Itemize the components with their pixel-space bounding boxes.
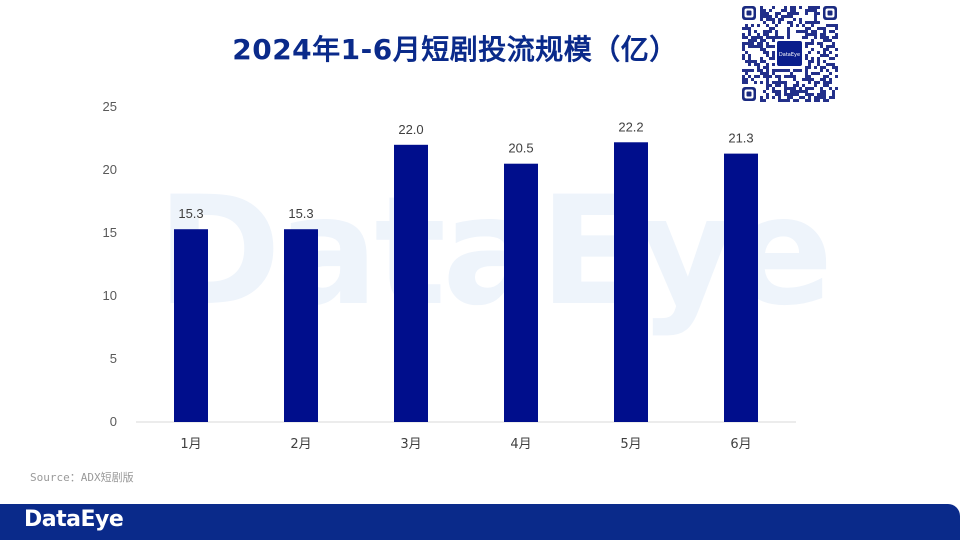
x-tick-label: 2月: [290, 437, 311, 452]
x-axis: 1月 2月 3月 4月 5月 6月: [180, 437, 751, 452]
bar-value-label: 21.3: [728, 131, 753, 146]
y-tick-label: 5: [110, 351, 117, 366]
bar: [724, 153, 758, 422]
y-tick-label: 25: [103, 99, 117, 114]
qr-logo-text: DataEye: [779, 52, 800, 58]
bar: [614, 142, 648, 422]
y-axis: 0 5 10 15 20 25: [103, 99, 117, 429]
bar: [504, 163, 538, 422]
bar-series: [174, 142, 758, 423]
bar: [284, 229, 318, 422]
bar-value-label: 20.5: [508, 141, 533, 156]
bar: [174, 229, 208, 422]
bar: [394, 144, 428, 423]
x-tick-label: 1月: [180, 437, 201, 452]
y-tick-label: 20: [103, 162, 117, 177]
source-note: Source：ADX短剧版: [30, 471, 134, 484]
footer-logo: DataEye: [24, 507, 124, 532]
y-tick-label: 10: [103, 288, 117, 303]
x-tick-label: 5月: [620, 437, 641, 452]
bar-value-label: 22.2: [618, 119, 643, 134]
y-tick-label: 15: [103, 225, 117, 240]
qr-code: DataEye: [741, 5, 838, 102]
y-tick-label: 0: [110, 414, 117, 429]
x-tick-label: 4月: [510, 437, 531, 452]
footer-bar: DataEye: [0, 504, 960, 540]
x-tick-label: 6月: [730, 437, 751, 452]
qr-logo-icon: [777, 41, 802, 66]
data-labels: 15.3 15.3 22.0 20.5 22.2 21.3: [178, 119, 753, 221]
bar-value-label: 15.3: [178, 206, 203, 221]
x-tick-label: 3月: [400, 437, 421, 452]
bar-value-label: 22.0: [398, 122, 423, 137]
chart-title: 2024年1-6月短剧投流规模（亿）: [232, 33, 678, 66]
bar-value-label: 15.3: [288, 206, 313, 221]
